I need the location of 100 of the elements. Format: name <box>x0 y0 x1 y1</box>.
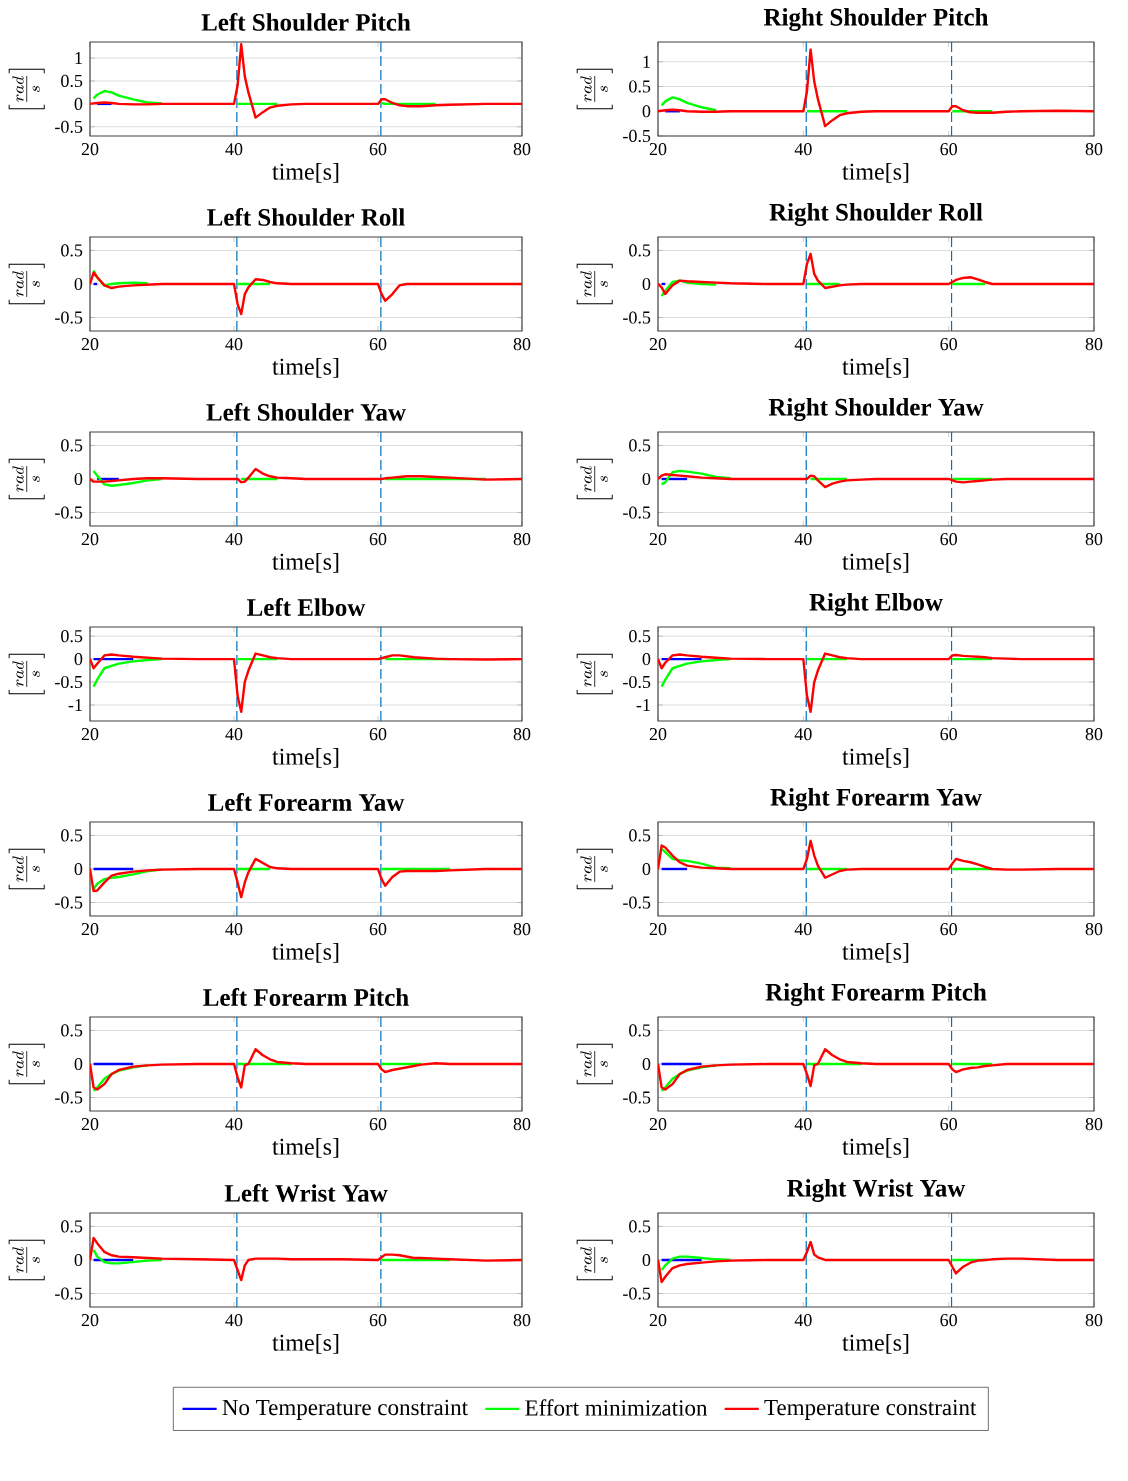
y-tick-label: 0 <box>642 1253 651 1267</box>
x-tick-label: 40 <box>794 923 812 936</box>
y-tick-label: 0.5 <box>629 80 651 93</box>
x-tick-label: 40 <box>794 533 812 546</box>
x-tick-label: 60 <box>940 1118 957 1131</box>
y-tick-label: 0.5 <box>61 630 83 643</box>
y-tick-label: 0 <box>642 472 651 486</box>
y-tick-label: 0.5 <box>61 1024 83 1037</box>
x-tick-label: 20 <box>81 533 99 546</box>
x-tick-label: 80 <box>1085 1118 1103 1131</box>
x-tick-label: 20 <box>81 1314 99 1327</box>
y-axis-title: $\left[\frac{rad}{s}\right]$ <box>576 1239 613 1281</box>
y-tick-label: 0.5 <box>61 74 83 88</box>
x-tick-label: 60 <box>369 1314 387 1327</box>
x-tick-label: 40 <box>225 728 243 741</box>
chart-title: Right Forearm Pitch <box>765 983 987 1006</box>
y-tick-label: 0 <box>642 653 651 666</box>
x-tick-label: 40 <box>225 1118 243 1131</box>
chart-title: Right Forearm Yaw <box>770 788 982 811</box>
legend-label: Temperature constraint <box>764 1399 977 1420</box>
x-tick-label: 40 <box>794 338 812 351</box>
y-axis-title: $\left[\frac{rad}{s}\right]$ <box>576 68 613 110</box>
y-tick-label: 1 <box>643 55 650 68</box>
y-tick-label: 0 <box>74 97 83 110</box>
x-tick-label: 60 <box>369 923 387 936</box>
y-tick-label: -0.5 <box>55 675 83 689</box>
x-tick-label: 60 <box>940 728 957 741</box>
y-tick-label: -0.5 <box>623 311 651 324</box>
chart-title: Left Shoulder Yaw <box>206 403 406 421</box>
x-axis-title: time[s] <box>842 162 909 183</box>
x-axis-title: time[s] <box>842 942 909 963</box>
x-axis-title: time[s] <box>842 1137 909 1158</box>
x-axis-title: time[s] <box>272 747 339 768</box>
chart-title: Left Forearm Pitch <box>203 988 409 1006</box>
y-tick-label: 0 <box>642 1057 651 1071</box>
x-tick-label: 60 <box>369 533 387 546</box>
y-tick-label: -0.5 <box>623 129 651 143</box>
x-tick-label: 80 <box>513 533 531 546</box>
y-tick-label: 0 <box>74 1057 83 1071</box>
x-axis-title: time[s] <box>272 1333 339 1354</box>
x-axis-title: time[s] <box>272 1137 339 1158</box>
y-tick-label: 0.5 <box>61 829 83 842</box>
x-tick-label: 80 <box>513 923 531 936</box>
x-tick-label: 80 <box>1085 728 1103 741</box>
y-tick-label: -0.5 <box>55 1091 83 1104</box>
y-axis-title: $\left[\frac{rad}{s}\right]$ <box>8 263 45 305</box>
y-axis-title: $\left[\frac{rad}{s}\right]$ <box>8 458 45 500</box>
x-tick-label: 40 <box>225 338 243 351</box>
x-tick-label: 20 <box>81 923 99 936</box>
y-tick-label: 0 <box>74 277 83 291</box>
chart-title: Right Shoulder Roll <box>769 203 983 226</box>
x-tick-label: 20 <box>81 728 99 741</box>
x-tick-label: 60 <box>940 338 957 351</box>
x-tick-label: 20 <box>81 143 99 156</box>
y-tick-label: -0.5 <box>623 506 651 519</box>
y-tick-label: 0 <box>74 862 83 876</box>
x-tick-label: 60 <box>369 338 387 351</box>
chart-title: Right Elbow <box>809 593 943 616</box>
y-tick-label: 1 <box>75 52 82 64</box>
x-axis-title: time[s] <box>272 357 339 378</box>
x-tick-label: 40 <box>225 143 243 156</box>
y-tick-label: 0.5 <box>61 1220 83 1233</box>
x-tick-label: 40 <box>225 923 243 936</box>
y-tick-label: -1 <box>68 698 82 711</box>
y-tick-label: 0.5 <box>629 439 651 452</box>
x-tick-label: 20 <box>649 1118 667 1131</box>
y-tick-label: 0 <box>642 277 651 291</box>
y-tick-label: 0.5 <box>629 244 651 257</box>
x-tick-label: 40 <box>225 1314 243 1327</box>
x-tick-label: 20 <box>649 1314 667 1327</box>
x-tick-label: 20 <box>649 728 667 741</box>
chart-title: Left Elbow <box>247 598 366 616</box>
y-axis-title: $\left[\frac{rad}{s}\right]$ <box>576 1043 613 1085</box>
x-tick-label: 40 <box>794 1314 812 1327</box>
legend-label: No Temperature constraint <box>222 1399 468 1420</box>
x-tick-label: 60 <box>940 143 957 156</box>
y-tick-label: -0.5 <box>623 1091 651 1104</box>
y-tick-label: 0 <box>642 105 651 118</box>
x-tick-label: 20 <box>649 143 667 156</box>
y-tick-label: -0.5 <box>55 120 83 133</box>
y-tick-label: -0.5 <box>55 311 83 324</box>
x-tick-label: 80 <box>1085 1314 1103 1327</box>
chart-title: Left Forearm Yaw <box>208 793 405 811</box>
x-tick-label: 40 <box>794 1118 812 1131</box>
x-tick-label: 40 <box>794 728 812 741</box>
x-tick-label: 60 <box>940 923 957 936</box>
y-tick-label: 0.5 <box>61 439 83 452</box>
x-tick-label: 20 <box>81 338 99 351</box>
x-tick-label: 80 <box>513 1118 531 1131</box>
y-tick-label: -0.5 <box>55 896 83 909</box>
x-axis-title: time[s] <box>272 162 339 183</box>
x-axis-title: time[s] <box>842 552 909 573</box>
chart-title: Left Shoulder Roll <box>207 208 405 226</box>
x-tick-label: 40 <box>225 533 243 546</box>
x-tick-label: 80 <box>513 728 531 741</box>
legend-label: Effort minimization <box>525 1399 708 1416</box>
y-tick-label: 0 <box>74 653 83 666</box>
y-tick-label: -0.5 <box>623 1287 651 1300</box>
x-tick-label: 80 <box>1085 923 1103 936</box>
x-tick-label: 60 <box>369 1118 387 1131</box>
